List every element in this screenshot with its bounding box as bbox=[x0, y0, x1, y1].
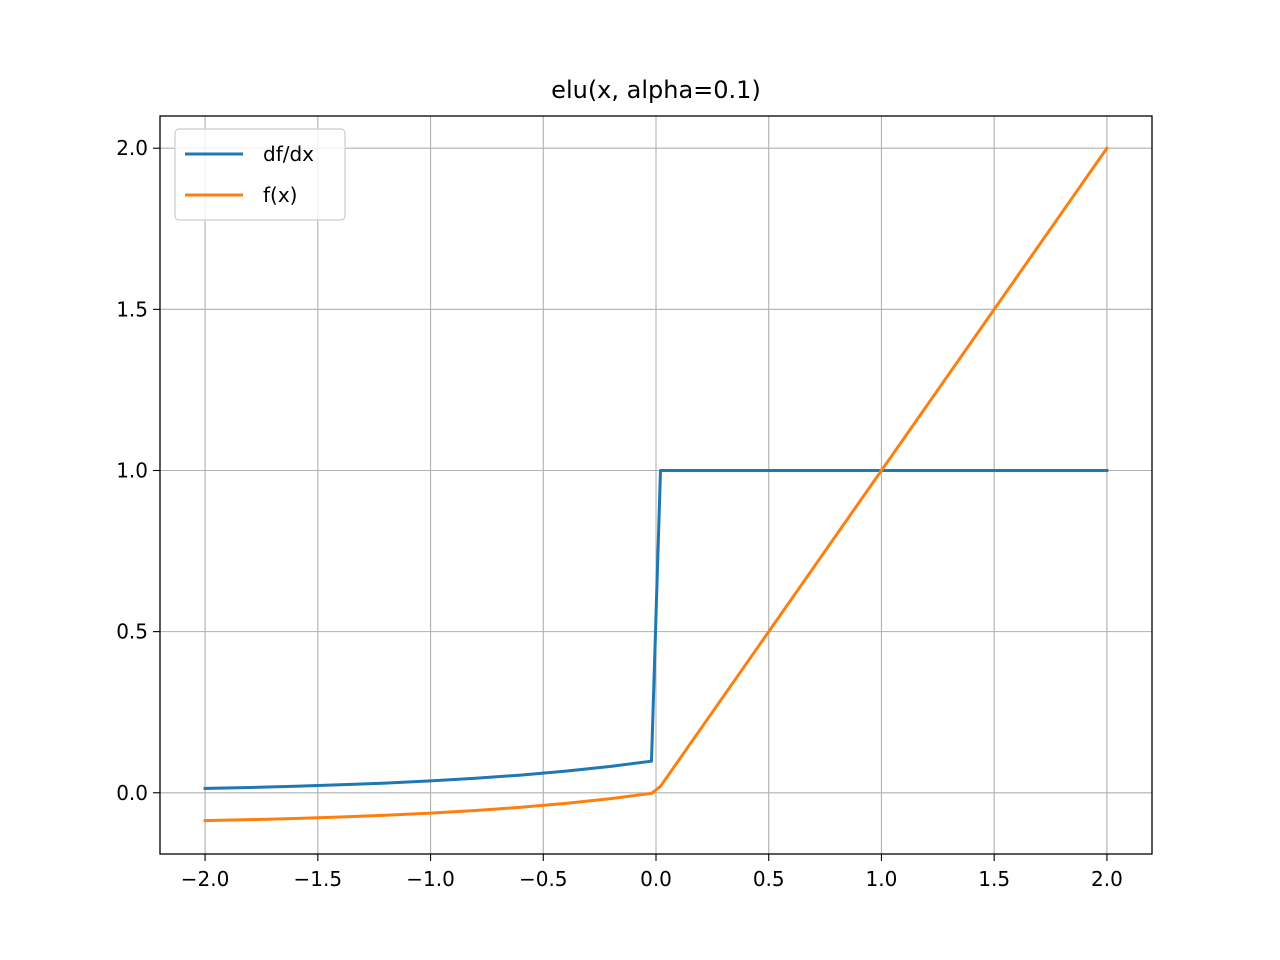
x-tick-label: 0.0 bbox=[640, 867, 672, 891]
y-tick-label: 0.0 bbox=[116, 781, 148, 805]
x-tick-label: −0.5 bbox=[519, 867, 568, 891]
chart-title: elu(x, alpha=0.1) bbox=[551, 76, 761, 104]
x-tick-label: −1.0 bbox=[406, 867, 455, 891]
series-line-0 bbox=[203, 469, 1109, 790]
y-tick-label: 0.5 bbox=[116, 620, 148, 644]
x-tick-label: 2.0 bbox=[1091, 867, 1123, 891]
legend: df/dx f(x) bbox=[174, 128, 346, 221]
x-tick-label: 1.0 bbox=[866, 867, 898, 891]
y-tick-label: 1.5 bbox=[116, 297, 148, 321]
x-tick-label: 0.5 bbox=[753, 867, 785, 891]
x-tick-label: 1.5 bbox=[978, 867, 1010, 891]
x-tick-label: −2.0 bbox=[181, 867, 230, 891]
x-tick-label: −1.5 bbox=[294, 867, 343, 891]
axis-ticks: −2.0 −1.5 −1.0 −0.5 0.0 0.5 1.0 1.5 2.0 0.0 0.5 1.0… bbox=[116, 136, 1123, 891]
y-tick-label: 1.0 bbox=[116, 458, 148, 482]
legend-label-dfdx: df/dx bbox=[263, 142, 314, 166]
series-line-1 bbox=[203, 146, 1109, 823]
y-tick-label: 2.0 bbox=[116, 136, 148, 160]
legend-box bbox=[174, 128, 346, 221]
plot-series bbox=[203, 146, 1109, 823]
legend-label-fx: f(x) bbox=[263, 183, 297, 207]
